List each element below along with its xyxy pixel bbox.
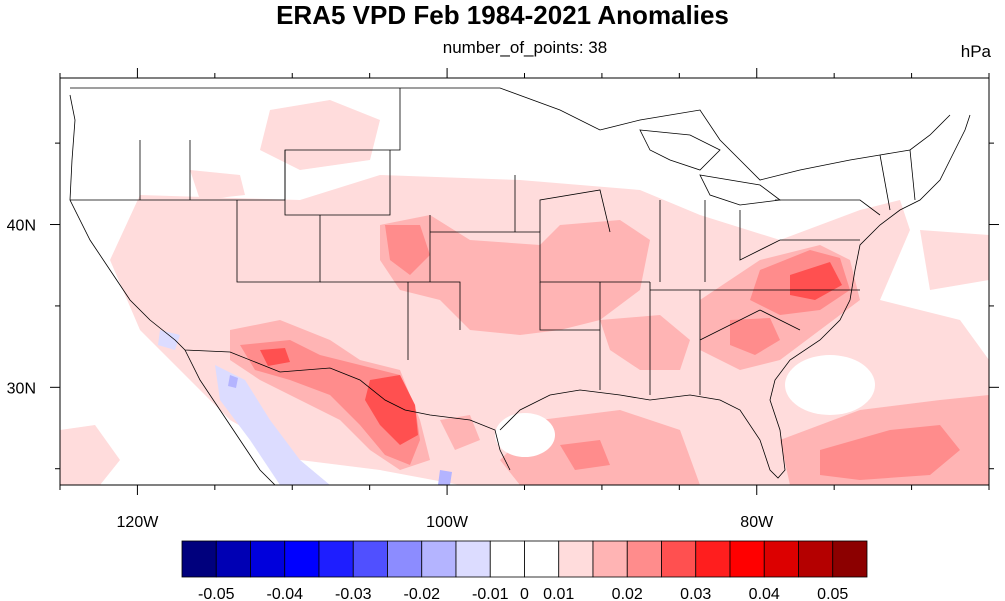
colorbar-label: 0.01: [543, 586, 574, 601]
colorbar-swatch: [318, 540, 354, 578]
colorbar-label: 0.04: [749, 586, 780, 601]
colorbar-label: -0.03: [335, 586, 372, 601]
colorbar-label: 0: [520, 586, 529, 601]
colorbar-swatch: [352, 540, 388, 578]
colorbar-label: 0.03: [680, 586, 711, 601]
colorbar-swatch: [284, 540, 320, 578]
lat-tick-label: 40N: [7, 218, 36, 235]
lon-tick-label: 100W: [426, 514, 469, 531]
colorbar-label: 0.02: [612, 586, 643, 601]
colorbar-label: -0.04: [267, 586, 304, 601]
lat-tick-label: 30N: [7, 380, 36, 397]
axis-ticks: 120W 100W 80W 40N 30N: [7, 68, 999, 531]
colorbar-swatch: [832, 540, 868, 578]
colorbar-swatch: [661, 540, 697, 578]
colorbar-swatch: [215, 540, 251, 578]
colorbar-swatch: [489, 540, 525, 578]
colorbar-swatch: [524, 540, 560, 578]
colorbar-swatch: [558, 540, 594, 578]
colorbar-label: -0.05: [198, 586, 235, 601]
colorbar-label: -0.02: [404, 586, 441, 601]
coastlines-and-borders: [69, 87, 971, 485]
colorbar-swatch: [695, 540, 731, 578]
colorbar-swatch: [421, 540, 457, 578]
colorbar-swatch: [455, 540, 491, 578]
colorbar-swatch: [626, 540, 662, 578]
colorbar-swatch: [250, 540, 286, 578]
colorbar-label: -0.01: [472, 586, 509, 601]
colorbar-swatch: [729, 540, 765, 578]
map-subtitle: number_of_points: 38: [442, 38, 608, 57]
colorbar-swatch: [181, 540, 217, 578]
colorbar-swatch: [798, 540, 834, 578]
colorbar-label: 0.05: [817, 586, 848, 601]
colorbar-swatch: [387, 540, 423, 578]
anomaly-shading: [60, 78, 989, 485]
map-title: ERA5 VPD Feb 1984-2021 Anomalies: [276, 0, 729, 30]
colorbar-swatch: [763, 540, 799, 578]
lon-tick-label: 120W: [117, 514, 160, 531]
colorbar-swatch: [592, 540, 628, 578]
units-label: hPa: [960, 42, 991, 61]
colorbar: -0.05 -0.04 -0.03 -0.02 -0.01 0 0.01 0.02 0.03 0.…: [181, 540, 868, 601]
lon-tick-label: 80W: [740, 514, 774, 531]
